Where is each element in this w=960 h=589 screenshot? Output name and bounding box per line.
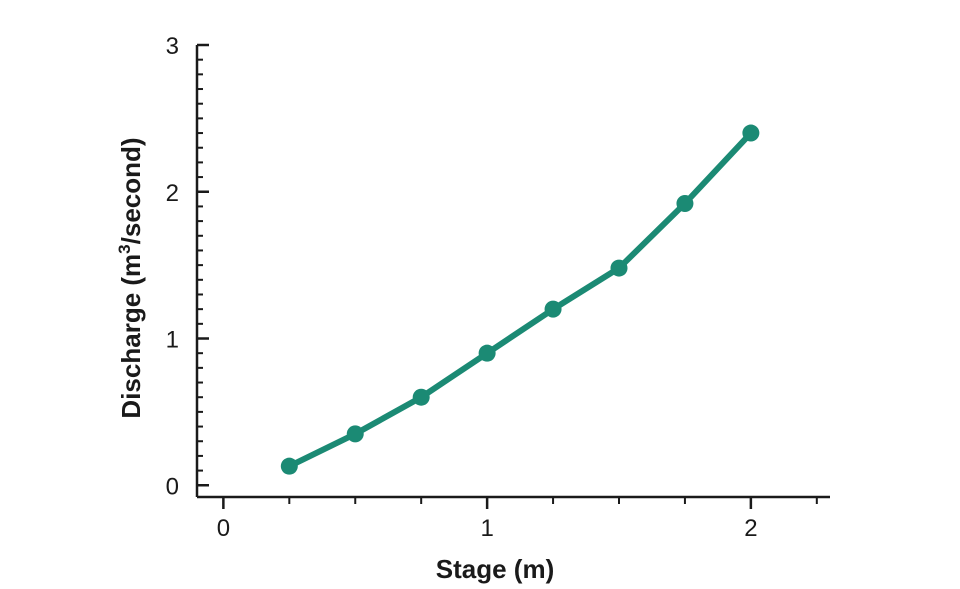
y-axis-title-tail: /second): [116, 137, 146, 244]
x-tick-label: 1: [480, 515, 493, 542]
x-tick-label: 0: [217, 515, 230, 542]
major-ticks: [197, 43, 753, 509]
y-axis-title-superscript: 3: [115, 244, 134, 253]
y-tick-label: 1: [166, 327, 179, 354]
data-points: [280, 124, 760, 475]
series-line: [286, 130, 754, 470]
data-point: [676, 194, 694, 212]
y-tick-label: 3: [166, 33, 179, 60]
y-axis-title-main: Discharge (m: [116, 254, 146, 419]
y-axis-title: Discharge (m3/second): [115, 137, 146, 418]
y-tick-label: 0: [166, 473, 179, 500]
data-point: [742, 124, 760, 142]
data-point: [412, 388, 430, 406]
x-axis-title: Stage (m): [436, 554, 554, 584]
x-tick-label: 2: [744, 515, 757, 542]
minor-ticks: [197, 58, 818, 504]
data-point: [478, 344, 496, 362]
data-point: [280, 457, 298, 475]
y-tick-label: 2: [166, 180, 179, 207]
data-point: [544, 300, 562, 318]
data-point: [610, 259, 628, 277]
data-point: [346, 425, 364, 443]
tick-labels: 0 1 2 0 1 2 3: [166, 33, 758, 542]
